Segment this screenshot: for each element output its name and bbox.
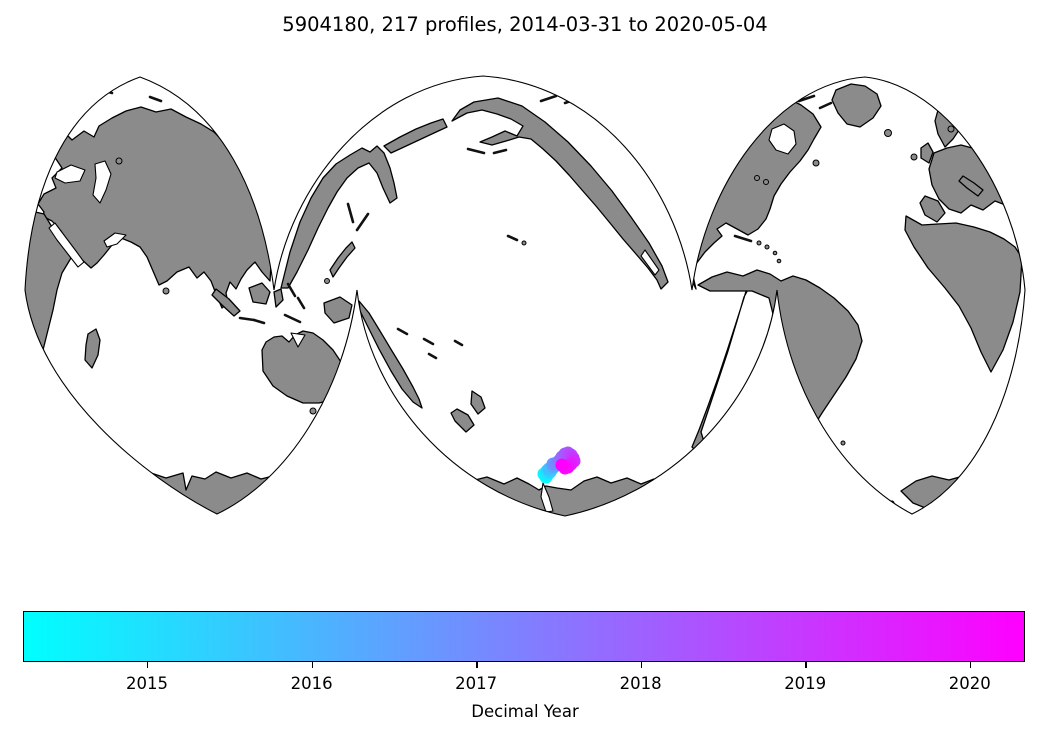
landmass xyxy=(686,90,822,290)
small-island xyxy=(776,258,782,264)
small-island xyxy=(286,282,297,298)
landmass xyxy=(904,215,1023,373)
landmass xyxy=(329,241,356,278)
landmass xyxy=(853,472,874,500)
small-island xyxy=(296,296,306,310)
inland-sea xyxy=(290,332,306,348)
landmass xyxy=(900,475,989,512)
small-island xyxy=(910,153,918,161)
landmass xyxy=(383,118,448,154)
landmass xyxy=(261,330,348,404)
profile-scatter-points xyxy=(537,446,581,484)
small-island xyxy=(754,175,760,181)
landmass xyxy=(84,328,101,369)
colorbar-tick-label: 2018 xyxy=(619,674,662,693)
colorbar-axis-label: Decimal Year xyxy=(471,702,579,721)
colorbar-tick-mark xyxy=(969,662,972,668)
small-island xyxy=(521,240,527,246)
small-island xyxy=(50,92,65,99)
small-island xyxy=(346,202,355,224)
inland-sea xyxy=(48,222,85,268)
landmass xyxy=(587,97,630,122)
small-island xyxy=(324,278,330,284)
small-island xyxy=(884,129,892,137)
projection-outline xyxy=(24,75,1026,517)
profile-point xyxy=(555,458,569,472)
small-island xyxy=(812,159,820,167)
small-island xyxy=(879,496,885,502)
small-island xyxy=(539,94,558,103)
landmass xyxy=(697,269,863,442)
landmass xyxy=(358,300,423,409)
land-masses xyxy=(25,83,1023,516)
landmass xyxy=(451,97,669,290)
small-island xyxy=(506,234,519,242)
landmass xyxy=(211,288,241,317)
landmass xyxy=(450,408,475,433)
landmass xyxy=(831,83,882,128)
small-island xyxy=(355,212,370,232)
colorbar-tick-mark xyxy=(640,662,643,668)
landmass xyxy=(958,175,984,197)
small-island xyxy=(818,101,833,110)
small-island xyxy=(115,157,123,165)
landmass xyxy=(470,390,486,415)
landmass xyxy=(273,288,284,308)
colorbar-tick-label: 2019 xyxy=(784,674,827,693)
colorbar-tick-label: 2016 xyxy=(290,674,333,693)
small-island xyxy=(840,440,846,446)
colorbar-tick-mark xyxy=(805,662,807,668)
inland-sea xyxy=(640,249,660,276)
small-island xyxy=(162,287,170,295)
small-island xyxy=(70,90,87,98)
small-island xyxy=(252,318,266,325)
small-island xyxy=(466,147,486,155)
landmass xyxy=(919,195,946,223)
small-island xyxy=(427,352,438,360)
small-island xyxy=(492,148,508,155)
small-island xyxy=(309,407,317,415)
landmass xyxy=(934,93,973,148)
landmass xyxy=(323,296,353,324)
small-island xyxy=(422,337,435,346)
small-island xyxy=(797,94,816,103)
landmass xyxy=(389,475,677,516)
landmass xyxy=(248,282,271,305)
small-island xyxy=(772,250,778,256)
inland-sea xyxy=(540,482,554,513)
colorbar-tick-label: 2017 xyxy=(455,674,498,693)
colorbar-tick-mark xyxy=(147,662,149,668)
inland-sea xyxy=(92,160,112,204)
small-island xyxy=(764,244,770,250)
colorbar-gradient xyxy=(23,611,1025,662)
figure-title: 5904180, 217 profiles, 2014-03-31 to 202… xyxy=(282,13,768,36)
colorbar-tick-label: 2020 xyxy=(948,674,991,693)
small-island xyxy=(453,339,464,347)
inland-sea xyxy=(54,164,86,184)
small-island xyxy=(733,234,753,243)
colorbar-tick-mark xyxy=(476,662,478,668)
small-island xyxy=(396,327,409,336)
landmass xyxy=(691,280,751,453)
landmass xyxy=(920,142,934,164)
small-island xyxy=(148,95,163,103)
inland-sea xyxy=(103,232,127,248)
landmass xyxy=(280,145,398,289)
colorbar-tick-label: 2015 xyxy=(126,674,169,693)
small-island xyxy=(763,179,769,185)
inland-sea xyxy=(768,123,797,155)
small-island xyxy=(756,240,762,246)
small-island xyxy=(947,125,955,133)
colorbar-tick-mark xyxy=(311,662,313,668)
small-island xyxy=(283,313,302,324)
small-island xyxy=(238,316,256,322)
